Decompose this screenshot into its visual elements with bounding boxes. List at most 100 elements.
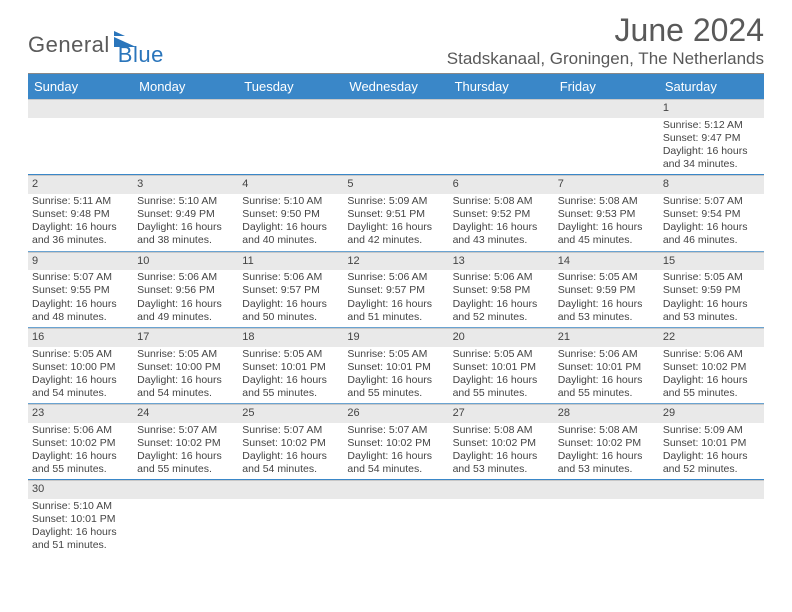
day-cell [554, 480, 659, 555]
sunset-text: Sunset: 10:01 PM [32, 513, 129, 526]
day-cell [238, 99, 343, 174]
day-body [28, 118, 133, 122]
day-number: 30 [28, 480, 133, 499]
day-cell: 27Sunrise: 5:08 AMSunset: 10:02 PMDaylig… [449, 404, 554, 479]
day-body: Sunrise: 5:08 AMSunset: 10:02 PMDaylight… [554, 423, 659, 480]
calendar-body: 1Sunrise: 5:12 AMSunset: 9:47 PMDaylight… [28, 99, 764, 556]
day-cell: 1Sunrise: 5:12 AMSunset: 9:47 PMDaylight… [659, 99, 764, 174]
daylight-text: Daylight: 16 hours and 43 minutes. [453, 221, 550, 247]
weekday-header: Tuesday [238, 74, 343, 99]
sunset-text: Sunset: 9:47 PM [663, 132, 760, 145]
daylight-text: Daylight: 16 hours and 53 minutes. [558, 298, 655, 324]
sunset-text: Sunset: 10:01 PM [558, 361, 655, 374]
daylight-text: Daylight: 16 hours and 54 minutes. [347, 450, 444, 476]
day-body [554, 499, 659, 503]
sunset-text: Sunset: 10:00 PM [137, 361, 234, 374]
daylight-text: Daylight: 16 hours and 46 minutes. [663, 221, 760, 247]
day-number: 23 [28, 404, 133, 423]
day-body: Sunrise: 5:06 AMSunset: 9:57 PMDaylight:… [238, 270, 343, 327]
weekday-header: Sunday [28, 74, 133, 99]
day-body: Sunrise: 5:05 AMSunset: 9:59 PMDaylight:… [554, 270, 659, 327]
day-number: 8 [659, 175, 764, 194]
sunset-text: Sunset: 10:02 PM [242, 437, 339, 450]
day-cell: 26Sunrise: 5:07 AMSunset: 10:02 PMDaylig… [343, 404, 448, 479]
day-number [659, 480, 764, 499]
day-body: Sunrise: 5:07 AMSunset: 10:02 PMDaylight… [133, 423, 238, 480]
sunset-text: Sunset: 10:02 PM [137, 437, 234, 450]
weekday-header: Monday [133, 74, 238, 99]
day-number: 20 [449, 328, 554, 347]
sunrise-text: Sunrise: 5:05 AM [347, 348, 444, 361]
daylight-text: Daylight: 16 hours and 54 minutes. [242, 450, 339, 476]
day-body: Sunrise: 5:09 AMSunset: 9:51 PMDaylight:… [343, 194, 448, 251]
day-number: 17 [133, 328, 238, 347]
sunrise-text: Sunrise: 5:06 AM [558, 348, 655, 361]
day-number: 29 [659, 404, 764, 423]
sunrise-text: Sunrise: 5:08 AM [453, 195, 550, 208]
sunset-text: Sunset: 10:01 PM [663, 437, 760, 450]
day-cell [28, 99, 133, 174]
page-header: General Blue June 2024 Stadskanaal, Gron… [28, 12, 764, 69]
sunset-text: Sunset: 10:02 PM [453, 437, 550, 450]
title-block: June 2024 Stadskanaal, Groningen, The Ne… [447, 12, 764, 69]
day-body: Sunrise: 5:07 AMSunset: 10:02 PMDaylight… [238, 423, 343, 480]
day-number: 6 [449, 175, 554, 194]
day-body: Sunrise: 5:07 AMSunset: 9:54 PMDaylight:… [659, 194, 764, 251]
day-body: Sunrise: 5:10 AMSunset: 9:50 PMDaylight:… [238, 194, 343, 251]
day-cell: 30Sunrise: 5:10 AMSunset: 10:01 PMDaylig… [28, 480, 133, 555]
day-number: 11 [238, 252, 343, 271]
daylight-text: Daylight: 16 hours and 54 minutes. [32, 374, 129, 400]
sunset-text: Sunset: 9:48 PM [32, 208, 129, 221]
day-number [554, 480, 659, 499]
sunset-text: Sunset: 9:54 PM [663, 208, 760, 221]
week-row: 23Sunrise: 5:06 AMSunset: 10:02 PMDaylig… [28, 404, 764, 479]
day-cell: 5Sunrise: 5:09 AMSunset: 9:51 PMDaylight… [343, 175, 448, 250]
day-cell [554, 99, 659, 174]
sunset-text: Sunset: 10:00 PM [32, 361, 129, 374]
sunrise-text: Sunrise: 5:06 AM [663, 348, 760, 361]
day-cell: 12Sunrise: 5:06 AMSunset: 9:57 PMDayligh… [343, 252, 448, 327]
daylight-text: Daylight: 16 hours and 53 minutes. [663, 298, 760, 324]
day-body: Sunrise: 5:09 AMSunset: 10:01 PMDaylight… [659, 423, 764, 480]
day-number [133, 99, 238, 118]
daylight-text: Daylight: 16 hours and 55 minutes. [453, 374, 550, 400]
day-number: 24 [133, 404, 238, 423]
day-cell: 11Sunrise: 5:06 AMSunset: 9:57 PMDayligh… [238, 252, 343, 327]
day-body: Sunrise: 5:05 AMSunset: 10:00 PMDaylight… [133, 347, 238, 404]
sunset-text: Sunset: 9:51 PM [347, 208, 444, 221]
sunset-text: Sunset: 9:52 PM [453, 208, 550, 221]
sunrise-text: Sunrise: 5:07 AM [663, 195, 760, 208]
day-body: Sunrise: 5:06 AMSunset: 10:02 PMDaylight… [28, 423, 133, 480]
sunrise-text: Sunrise: 5:05 AM [663, 271, 760, 284]
day-body [238, 499, 343, 503]
day-number: 25 [238, 404, 343, 423]
day-body [554, 118, 659, 122]
day-number: 19 [343, 328, 448, 347]
day-body: Sunrise: 5:05 AMSunset: 9:59 PMDaylight:… [659, 270, 764, 327]
sunset-text: Sunset: 9:50 PM [242, 208, 339, 221]
day-cell: 14Sunrise: 5:05 AMSunset: 9:59 PMDayligh… [554, 252, 659, 327]
day-cell: 18Sunrise: 5:05 AMSunset: 10:01 PMDaylig… [238, 328, 343, 403]
day-body: Sunrise: 5:06 AMSunset: 9:57 PMDaylight:… [343, 270, 448, 327]
day-cell [659, 480, 764, 555]
daylight-text: Daylight: 16 hours and 36 minutes. [32, 221, 129, 247]
weekday-header: Friday [554, 74, 659, 99]
weekday-header: Saturday [659, 74, 764, 99]
day-number [28, 99, 133, 118]
month-title: June 2024 [447, 12, 764, 49]
daylight-text: Daylight: 16 hours and 34 minutes. [663, 145, 760, 171]
day-body: Sunrise: 5:07 AMSunset: 10:02 PMDaylight… [343, 423, 448, 480]
daylight-text: Daylight: 16 hours and 45 minutes. [558, 221, 655, 247]
daylight-text: Daylight: 16 hours and 38 minutes. [137, 221, 234, 247]
day-number [133, 480, 238, 499]
sunset-text: Sunset: 9:57 PM [242, 284, 339, 297]
daylight-text: Daylight: 16 hours and 48 minutes. [32, 298, 129, 324]
day-body: Sunrise: 5:10 AMSunset: 9:49 PMDaylight:… [133, 194, 238, 251]
day-cell: 2Sunrise: 5:11 AMSunset: 9:48 PMDaylight… [28, 175, 133, 250]
day-cell: 29Sunrise: 5:09 AMSunset: 10:01 PMDaylig… [659, 404, 764, 479]
sunset-text: Sunset: 10:02 PM [32, 437, 129, 450]
day-number: 21 [554, 328, 659, 347]
day-body: Sunrise: 5:08 AMSunset: 9:52 PMDaylight:… [449, 194, 554, 251]
day-cell: 7Sunrise: 5:08 AMSunset: 9:53 PMDaylight… [554, 175, 659, 250]
day-number [343, 480, 448, 499]
